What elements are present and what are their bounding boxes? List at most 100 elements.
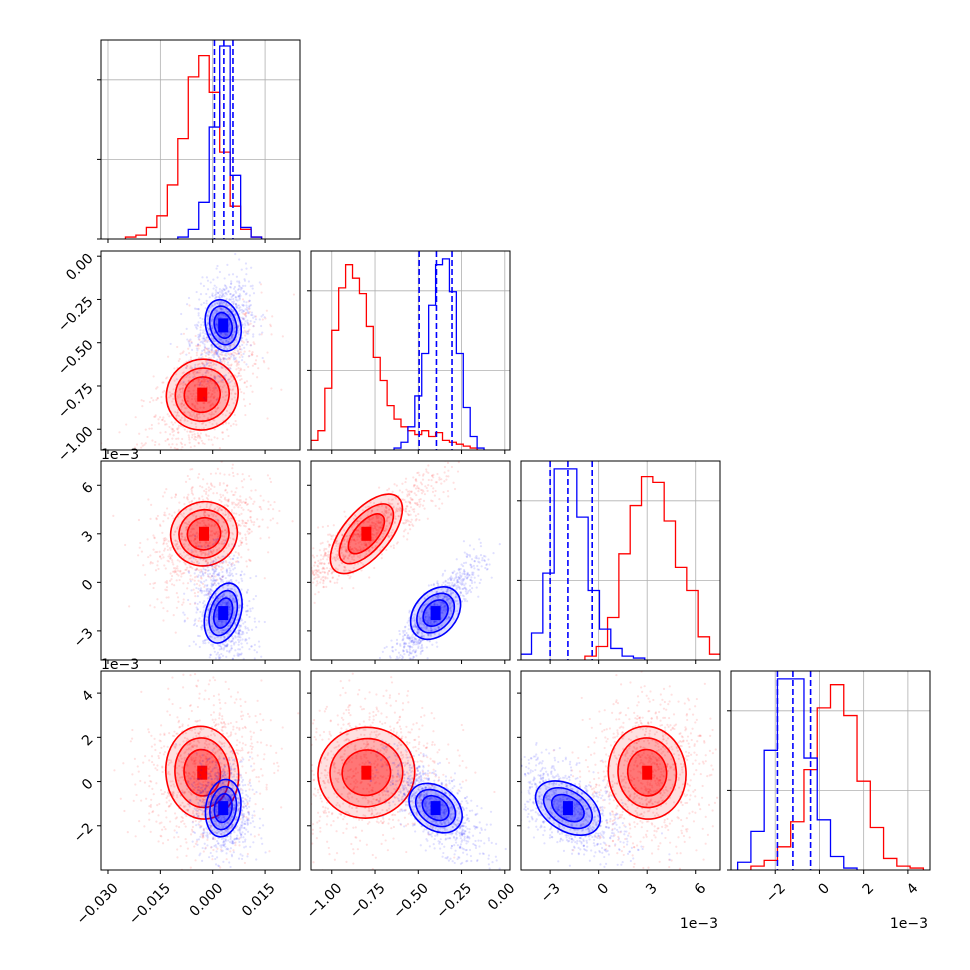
sample-point bbox=[226, 491, 229, 494]
sample-point bbox=[441, 502, 444, 505]
sample-point bbox=[199, 568, 203, 571]
sample-point bbox=[209, 576, 212, 579]
sample-point bbox=[243, 361, 246, 364]
sample-point bbox=[174, 539, 177, 542]
sample-point bbox=[202, 379, 206, 383]
sample-point bbox=[222, 601, 225, 604]
sample-point bbox=[240, 633, 244, 636]
sample-point bbox=[210, 368, 213, 371]
sample-point bbox=[216, 352, 219, 355]
sample-point bbox=[436, 472, 439, 476]
density-peak-red bbox=[198, 526, 209, 541]
sample-point bbox=[220, 332, 223, 335]
sample-point bbox=[235, 423, 238, 426]
sample-point bbox=[198, 434, 201, 437]
sample-point bbox=[180, 532, 183, 535]
sample-point bbox=[307, 595, 309, 597]
sample-point bbox=[216, 518, 219, 521]
sample-point bbox=[210, 615, 214, 618]
sample-point bbox=[234, 252, 237, 256]
sample-point bbox=[207, 523, 210, 526]
sample-point bbox=[200, 439, 203, 442]
sample-point bbox=[281, 595, 283, 597]
sample-point bbox=[222, 643, 225, 646]
sample-point bbox=[218, 595, 222, 598]
sample-point bbox=[249, 384, 252, 388]
sample-point bbox=[197, 343, 200, 346]
sample-point bbox=[215, 360, 218, 363]
sample-point bbox=[209, 635, 212, 638]
sample-point bbox=[212, 513, 215, 516]
sample-point bbox=[211, 295, 214, 298]
sample-point bbox=[222, 341, 225, 344]
sample-point bbox=[189, 338, 192, 341]
sample-point bbox=[271, 315, 274, 318]
sample-point bbox=[208, 524, 211, 527]
sample-point bbox=[218, 644, 222, 647]
sample-point bbox=[164, 567, 167, 570]
sample-point bbox=[253, 315, 256, 318]
sample-point bbox=[224, 489, 227, 492]
sample-point bbox=[210, 318, 213, 321]
sample-point bbox=[214, 384, 217, 387]
sample-point bbox=[224, 576, 227, 580]
sample-point bbox=[193, 592, 196, 595]
sample-point bbox=[313, 577, 316, 580]
sample-point bbox=[216, 276, 219, 279]
sample-point bbox=[346, 551, 349, 554]
sample-point bbox=[239, 532, 242, 535]
sample-point bbox=[240, 506, 243, 509]
sample-point bbox=[216, 389, 219, 392]
sample-point bbox=[220, 647, 223, 650]
sample-point bbox=[223, 635, 226, 639]
sample-point bbox=[192, 371, 195, 375]
sample-point bbox=[380, 668, 382, 670]
sample-point bbox=[193, 572, 196, 575]
sample-point bbox=[201, 412, 204, 415]
sample-point bbox=[261, 331, 264, 334]
sample-point bbox=[417, 471, 420, 474]
sample-point bbox=[207, 592, 210, 595]
sample-point bbox=[194, 618, 197, 621]
sample-point bbox=[245, 267, 248, 270]
sample-point bbox=[210, 588, 213, 591]
sample-point bbox=[214, 615, 217, 618]
sample-point bbox=[360, 569, 363, 572]
sample-point bbox=[241, 323, 244, 326]
sample-point bbox=[218, 577, 222, 580]
sample-point bbox=[419, 481, 423, 484]
sample-point bbox=[213, 419, 216, 422]
sample-point bbox=[248, 510, 252, 513]
sample-point bbox=[193, 444, 196, 448]
sample-point bbox=[246, 627, 249, 630]
sample-point bbox=[385, 645, 388, 648]
sample-point bbox=[231, 597, 235, 600]
sample-point bbox=[248, 350, 251, 353]
sample-point bbox=[224, 303, 227, 307]
sample-point bbox=[333, 581, 336, 585]
sample-point bbox=[238, 309, 241, 312]
sample-point bbox=[226, 643, 229, 646]
sample-point bbox=[217, 631, 221, 634]
sample-point bbox=[289, 581, 291, 583]
sample-point bbox=[195, 323, 199, 326]
sample-point bbox=[375, 516, 378, 519]
sample-point bbox=[404, 508, 407, 511]
sample-point bbox=[371, 509, 374, 512]
sample-point bbox=[332, 534, 335, 537]
sample-point bbox=[431, 474, 434, 477]
sample-point bbox=[202, 521, 206, 524]
sample-point bbox=[232, 680, 234, 682]
sample-point bbox=[301, 574, 303, 576]
sample-point bbox=[413, 492, 416, 495]
sample-point bbox=[221, 575, 224, 578]
sample-point bbox=[212, 396, 216, 399]
sample-point bbox=[222, 358, 225, 362]
sample-point bbox=[219, 344, 222, 347]
sample-point bbox=[250, 645, 253, 648]
sample-point bbox=[217, 296, 221, 299]
sample-point bbox=[237, 331, 240, 334]
sample-point bbox=[242, 630, 245, 634]
sample-point bbox=[213, 332, 216, 335]
sample-point bbox=[260, 324, 263, 328]
